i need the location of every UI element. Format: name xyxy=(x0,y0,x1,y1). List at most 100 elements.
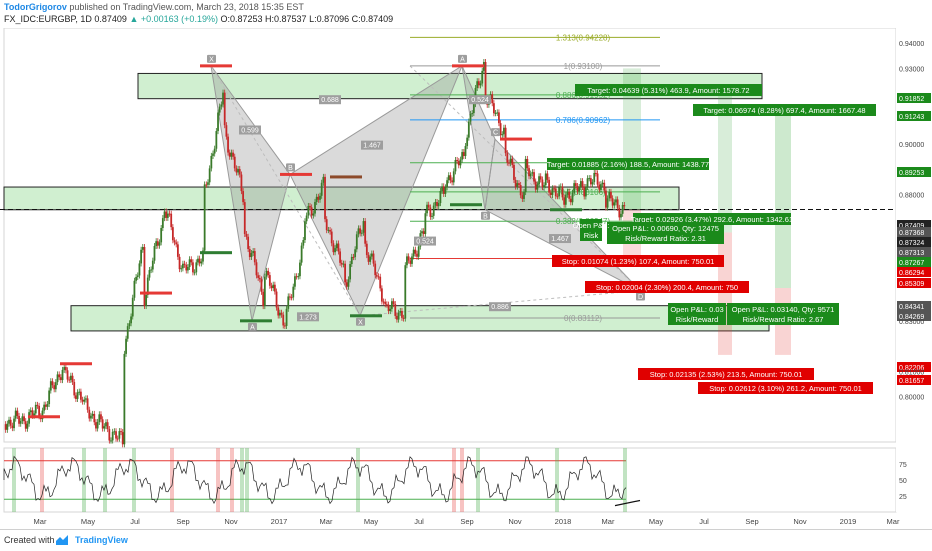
candle-body xyxy=(250,253,253,258)
candle-body xyxy=(367,255,370,262)
pivot-marker xyxy=(140,291,172,295)
candle-body xyxy=(347,279,350,287)
candle-body xyxy=(396,315,398,320)
long-position-profit xyxy=(623,68,641,210)
candle-body xyxy=(247,236,250,250)
candle-body xyxy=(471,113,474,115)
ohlc-legend: FX_IDC:EURGBP, 1D 0.87409 ▲ +0.00163 (+0… xyxy=(4,14,393,24)
target-label: Target: 0.06974 (8.28%) 697.4, Amount: 1… xyxy=(703,106,865,115)
price-axis-label: 0.82206 xyxy=(899,365,924,372)
candle-body xyxy=(215,131,218,149)
candle-body xyxy=(531,172,534,174)
candle-body xyxy=(345,282,348,287)
candle-body xyxy=(621,205,624,214)
pattern-dashed-leg xyxy=(210,65,361,317)
candle-body xyxy=(459,159,462,166)
target-label: Target: 0.04639 (5.31%) 463.9, Amount: 1… xyxy=(587,86,749,95)
candle-body xyxy=(369,256,372,262)
candle-body xyxy=(539,176,542,180)
pnl-label-small: Open P&L: xyxy=(573,221,610,230)
price-axis-label: 0.84269 xyxy=(899,314,924,321)
candle-body xyxy=(536,184,539,190)
candle-body xyxy=(19,421,22,424)
candle-body xyxy=(272,284,275,289)
candle-body xyxy=(203,184,206,251)
candle-body xyxy=(46,404,49,407)
candle-body xyxy=(513,164,515,180)
pivot-marker xyxy=(200,251,232,255)
candle-body xyxy=(521,195,524,199)
candle-body xyxy=(583,186,586,197)
price-axis-label: 0.93000 xyxy=(899,66,924,73)
price-axis-label: 0.87368 xyxy=(899,230,924,237)
candle-body xyxy=(115,431,117,439)
candle-body xyxy=(615,199,617,203)
candle-body xyxy=(588,178,591,180)
candle-body xyxy=(335,243,338,249)
candle-body xyxy=(569,198,572,203)
pattern-point-label: X xyxy=(209,56,214,63)
candle-body xyxy=(553,188,556,190)
candle-body xyxy=(451,180,454,183)
candle-body xyxy=(255,262,258,276)
candle-body xyxy=(573,183,576,193)
candle-body xyxy=(56,374,59,383)
pivot-marker xyxy=(240,319,272,323)
tradingview-brand[interactable]: TradingView xyxy=(75,535,128,545)
candle-body xyxy=(600,184,602,190)
candle-body xyxy=(548,179,550,193)
candle-body xyxy=(554,188,557,197)
chart-footer: Created with TradingView xyxy=(0,529,932,551)
candle-body xyxy=(544,173,547,186)
candle-body xyxy=(391,301,393,309)
pattern-ratio-badge xyxy=(469,95,491,105)
candle-body xyxy=(589,178,592,185)
candle-body xyxy=(200,261,203,264)
candle-body xyxy=(277,307,280,316)
candle-body xyxy=(83,399,86,402)
candle-body xyxy=(48,390,51,405)
price-axis-badge xyxy=(897,237,931,247)
candle-body xyxy=(501,134,504,136)
pivot-marker xyxy=(28,415,60,419)
candle-body xyxy=(188,259,191,267)
candle-body xyxy=(472,104,475,114)
candle-body xyxy=(496,112,499,114)
price-axis-label: 0.81657 xyxy=(899,378,924,385)
candle-body xyxy=(320,182,323,196)
oscillator-oversold-band xyxy=(555,448,559,512)
candle-body xyxy=(133,280,136,298)
symbol-label[interactable]: FX_IDC:EURGBP, 1D xyxy=(4,14,92,24)
candle-body xyxy=(344,263,346,283)
candle-body xyxy=(556,196,559,198)
candle-body xyxy=(528,168,530,177)
candle-body xyxy=(23,416,25,422)
candle-body xyxy=(300,245,303,263)
candle-body xyxy=(44,404,47,407)
candle-body xyxy=(252,251,255,254)
candle-body xyxy=(524,158,527,193)
candle-body xyxy=(29,410,32,413)
candle-body xyxy=(267,270,270,276)
oscillator-oversold-band xyxy=(356,448,360,512)
candle-body xyxy=(593,172,596,183)
candle-body xyxy=(377,276,380,278)
pnl-label: Risk/Reward xyxy=(676,315,719,324)
price-axis-badge xyxy=(897,227,931,237)
candle-body xyxy=(424,213,427,234)
candle-body xyxy=(176,244,179,257)
author-name[interactable]: TodorGrigorov xyxy=(4,2,67,12)
candle-body xyxy=(596,173,599,185)
candle-body xyxy=(197,258,199,263)
candle-body xyxy=(163,211,166,219)
candle-body xyxy=(375,275,378,277)
candle-body xyxy=(442,186,445,194)
candle-body xyxy=(581,181,584,187)
candle-body xyxy=(441,186,443,191)
candle-body xyxy=(8,419,10,424)
price-axis-badge xyxy=(897,375,931,385)
candle-body xyxy=(158,242,161,246)
price-axis-label: 0.89253 xyxy=(899,170,924,177)
candle-body xyxy=(360,232,363,234)
